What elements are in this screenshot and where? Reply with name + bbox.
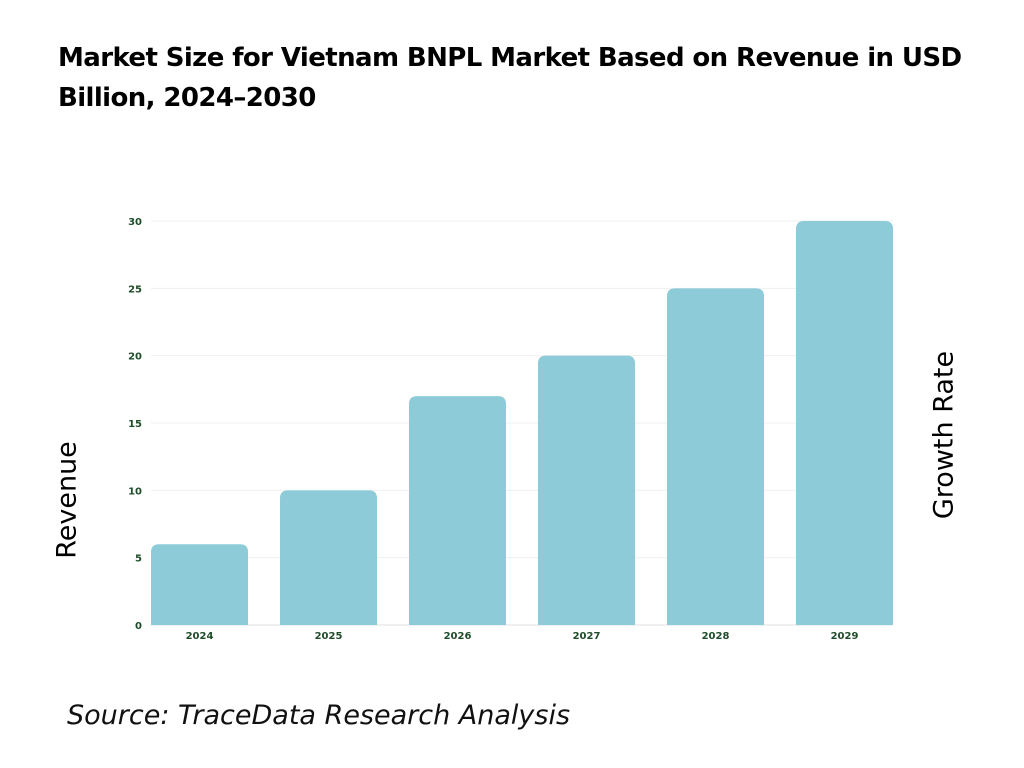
y-tick-label: 10	[128, 486, 142, 497]
y-tick-label: 30	[128, 217, 142, 228]
bar-2029	[796, 221, 893, 625]
y-tick-label: 5	[135, 554, 142, 565]
y-tick-label: 15	[128, 419, 142, 430]
x-tick-label: 2028	[702, 631, 730, 642]
x-tick-label: 2029	[831, 631, 859, 642]
y-tick-label: 20	[128, 352, 142, 363]
y-tick-label: 0	[135, 621, 142, 632]
source-note: Source: TraceData Research Analysis	[67, 700, 571, 731]
bar-2026	[409, 396, 506, 625]
bar-2027	[538, 355, 635, 625]
x-tick-label: 2025	[315, 631, 343, 642]
bar-2024	[151, 544, 248, 625]
chart-title: Market Size for Vietnam BNPL Market Base…	[58, 43, 962, 113]
y-tick-label: 25	[128, 284, 142, 295]
x-tick-label: 2024	[186, 631, 214, 642]
x-tick-label: 2027	[573, 631, 601, 642]
bar-2028	[667, 288, 764, 625]
x-tick-label: 2026	[444, 631, 472, 642]
bar-2025	[280, 490, 377, 625]
